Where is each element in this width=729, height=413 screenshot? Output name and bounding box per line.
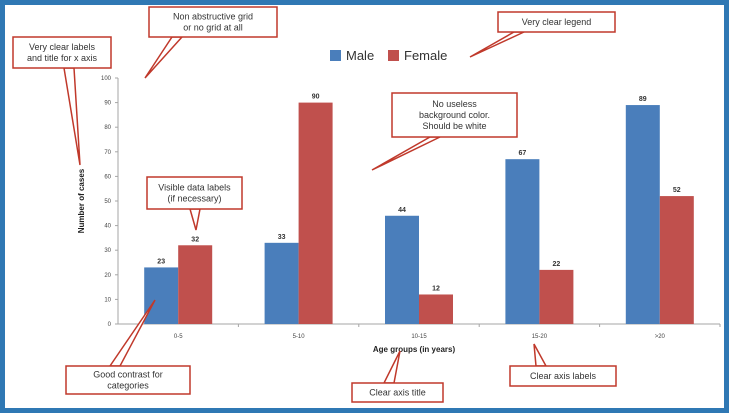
y-tick-label: 0 [108, 322, 112, 328]
callout-box [65, 365, 191, 395]
bar-female [539, 269, 574, 324]
callout-text: Very clear legend [522, 17, 592, 27]
data-label: 89 [639, 96, 647, 103]
x-tick-label: 5-10 [293, 334, 306, 340]
callout-text: No useless [432, 99, 477, 109]
y-tick-label: 10 [104, 297, 111, 303]
y-tick-label: 70 [104, 150, 111, 156]
callout-box [391, 92, 518, 138]
callout-text: Clear axis title [369, 388, 426, 398]
y-tick-label: 20 [104, 273, 111, 279]
callout-box [146, 176, 243, 210]
y-tick-label: 40 [104, 224, 111, 230]
callout-text: Good contrast for [93, 370, 163, 380]
callout-text: categories [107, 381, 149, 391]
callout-pointer [469, 31, 525, 58]
bar-female [659, 196, 694, 324]
legend-label-male: Male [346, 48, 374, 63]
y-tick-label: 60 [104, 174, 111, 180]
callout-text: Should be white [422, 121, 486, 131]
data-label: 22 [553, 261, 561, 268]
callout-text: Clear axis labels [530, 371, 597, 381]
callout-pointer [108, 299, 156, 367]
data-label: 23 [157, 258, 165, 265]
callout-text: Non abstructive grid [173, 12, 253, 22]
callout-pointer [144, 36, 184, 79]
bar-male [625, 105, 660, 324]
x-axis-title: Age groups (in years) [373, 345, 456, 354]
y-tick-label: 30 [104, 248, 111, 254]
bar-male [264, 242, 299, 324]
x-tick-label: 10-15 [411, 334, 427, 340]
callout-box [148, 6, 278, 38]
callout-text: Visible data labels [158, 183, 231, 193]
callout-text: background color. [419, 110, 490, 120]
callout-box [497, 11, 616, 33]
bar-female [298, 102, 333, 324]
callout-pointer [371, 136, 441, 171]
data-label: 44 [398, 207, 406, 214]
bar-female [178, 245, 213, 324]
y-tick-label: 100 [101, 76, 112, 82]
y-axis-title: Number of cases [77, 168, 86, 233]
y-tick-label: 80 [104, 125, 111, 131]
data-label: 12 [432, 285, 440, 292]
data-label: 33 [278, 234, 286, 241]
legend-swatch-male [330, 50, 341, 61]
callout-text: or no grid at all [183, 23, 243, 33]
callout-box [12, 36, 112, 69]
callout-pointer [63, 67, 81, 166]
callout-pointer [533, 343, 548, 367]
bar-male [385, 215, 419, 324]
x-tick-label: >20 [655, 334, 666, 340]
callout-pointer [189, 208, 201, 231]
data-label: 32 [191, 236, 199, 243]
callout-text: Very clear labels [29, 42, 96, 52]
y-tick-label: 50 [104, 199, 111, 205]
x-tick-label: 15-20 [532, 334, 548, 340]
callout-box [509, 365, 617, 387]
bar-male [144, 267, 179, 324]
bar-male [505, 159, 540, 324]
callout-text: (if necessary) [167, 194, 221, 204]
x-tick-label: 0-5 [174, 334, 183, 340]
data-label: 67 [519, 150, 527, 157]
callout-pointer [382, 350, 401, 384]
y-tick-label: 90 [104, 101, 111, 107]
callout-text: and title for x axis [27, 53, 98, 63]
callout-box [351, 382, 444, 403]
legend-swatch-female [388, 50, 399, 61]
bar-female [419, 294, 453, 324]
legend-label-female: Female [404, 48, 447, 63]
data-label: 90 [312, 94, 320, 101]
data-label: 52 [673, 187, 681, 194]
